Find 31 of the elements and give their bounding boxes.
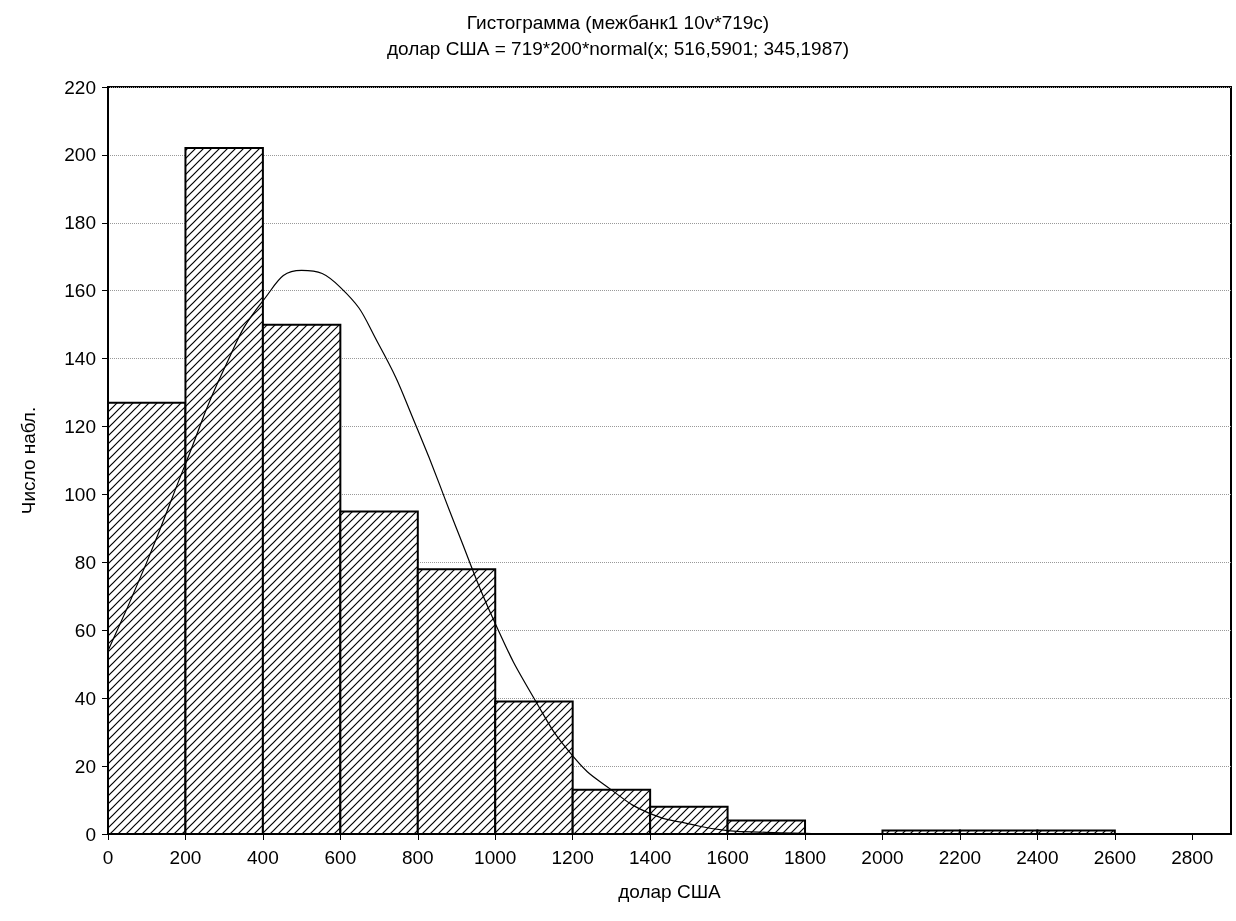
y-tick-label: 120 [64, 416, 96, 438]
chart-subtitle: долар США = 719*200*normal(x; 516,5901; 345,1987) [386, 38, 850, 59]
y-tick-label: 160 [64, 280, 96, 302]
y-tick-label: 140 [64, 348, 96, 370]
x-tick-label: 2400 [1016, 847, 1059, 868]
x-axis-title: долар США [618, 881, 722, 902]
x-tick-label: 800 [401, 847, 434, 868]
y-tick-label: 100 [64, 483, 96, 505]
y-tick-label: 60 [74, 619, 96, 641]
x-tick-label: 0 [102, 847, 114, 868]
y-axis-title: Число набл. [18, 406, 39, 515]
x-tick-label: 2000 [861, 847, 904, 868]
x-tick-label: 1800 [783, 847, 827, 868]
y-tick-label: 0 [85, 823, 96, 845]
y-tick-label: 40 [74, 687, 96, 709]
y-tick-label: 180 [64, 212, 96, 234]
y-tick-label: 220 [64, 76, 96, 98]
x-tick-label: 1400 [629, 847, 672, 868]
chart-title: Гистограмма (межбанк1 10v*719c) [466, 12, 770, 33]
x-tick-label: 2600 [1093, 847, 1136, 868]
x-tick-label: 1200 [551, 847, 594, 868]
x-tick-label: 1600 [706, 847, 749, 868]
y-tick-label: 200 [64, 144, 96, 166]
x-tick-label: 400 [247, 847, 279, 868]
x-tick-label: 2800 [1171, 847, 1214, 868]
y-tick-label: 20 [74, 755, 96, 777]
x-tick-label: 1000 [474, 847, 517, 868]
y-tick-label: 80 [74, 551, 96, 573]
x-tick-label: 600 [324, 847, 357, 868]
x-tick-label: 2200 [938, 847, 982, 868]
x-tick-label: 200 [169, 847, 202, 868]
